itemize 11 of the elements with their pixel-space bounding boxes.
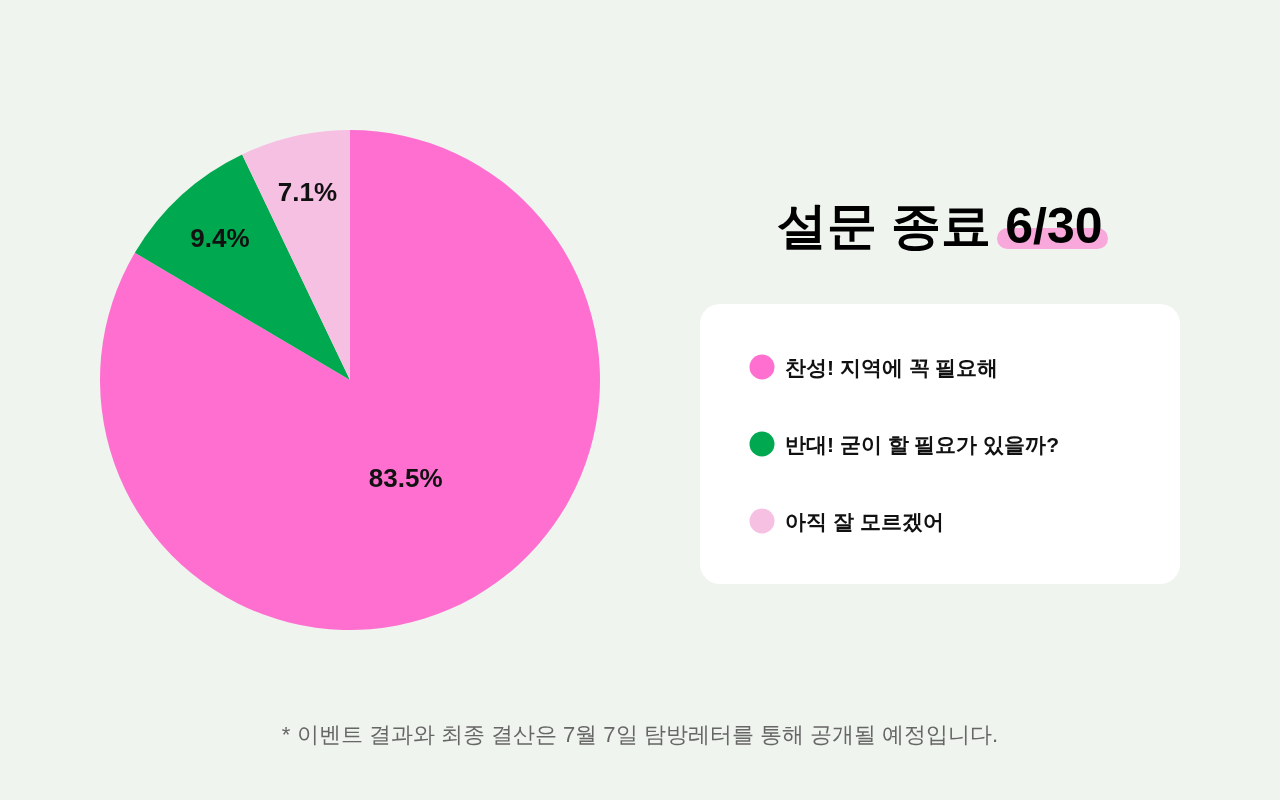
- annotation: * 이벤트 결과와 최종 결산은 7월 7일 탐방레터를 통해 공개될 예정입니다.: [281, 722, 999, 747]
- legend-label: 반대! 굳이 할 필요가 있을까?: [785, 433, 1060, 456]
- legend-label: 찬성! 지역에 꼭 필요해: [785, 356, 999, 379]
- title: 설문 종료 6/30: [769, 195, 1111, 260]
- data-label: 9.4%: [190, 223, 250, 254]
- legend-item: 찬성! 지역에 꼭 필요해: [749, 354, 999, 380]
- legend-item: 아직 잘 모르겠어: [749, 508, 944, 534]
- data-label: 83.5%: [368, 462, 443, 493]
- legend-item: 반대! 굳이 할 필요가 있을까?: [749, 431, 1060, 457]
- data-label: 7.1%: [277, 177, 338, 208]
- legend-label: 아직 잘 모르겠어: [785, 510, 944, 533]
